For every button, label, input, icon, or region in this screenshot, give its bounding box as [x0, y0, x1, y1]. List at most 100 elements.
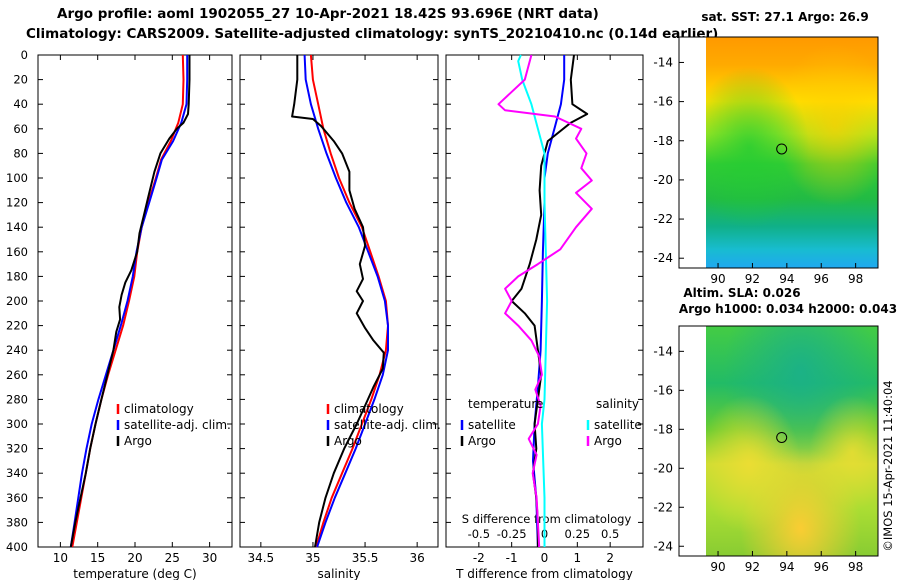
temperature-profile-xlabel: temperature (deg C) — [73, 567, 196, 580]
map-y-tick-label: -24 — [653, 251, 673, 265]
sla-map-subtitle: Argo h1000: 0.034 h2000: 0.043 — [679, 302, 897, 316]
map-y-tick-label: -16 — [653, 95, 673, 109]
depth-tick-label: 40 — [13, 97, 28, 111]
x-tick-label: 35.5 — [352, 551, 379, 565]
salinity-profile-xlabel: salinity — [317, 567, 360, 580]
map-x-tick-label: 98 — [848, 272, 863, 286]
map-y-tick-label: -20 — [653, 461, 673, 475]
map-y-tick-label: -24 — [653, 539, 673, 553]
secondary-x-tick-label: -0.5 — [468, 527, 490, 541]
sst-map-border — [678, 36, 879, 269]
series-line-salinity-satellite — [517, 54, 549, 547]
depth-tick-label: 360 — [6, 491, 28, 505]
legend-label: satellite — [594, 418, 642, 432]
x-tick-label: 0 — [541, 551, 549, 565]
x-tick-label: -2 — [473, 551, 485, 565]
argo-location-marker — [776, 431, 788, 443]
sst-map-field-layer — [706, 37, 878, 268]
x-tick-label: 1 — [574, 551, 582, 565]
depth-tick-label: 60 — [13, 122, 28, 136]
x-tick-label: 34.5 — [247, 551, 274, 565]
depth-tick-label: 340 — [6, 466, 28, 480]
map-x-tick-label: 94 — [779, 272, 794, 286]
map-x-tick-label: 90 — [710, 560, 725, 574]
x-tick-label: 30 — [202, 551, 217, 565]
map-x-tick-label: 92 — [745, 560, 760, 574]
map-y-tick-label: -18 — [653, 134, 673, 148]
depth-tick-label: 120 — [6, 196, 28, 210]
legend-label: Argo — [124, 434, 152, 448]
secondary-x-tick-label: -0.25 — [497, 527, 527, 541]
legend-label: satellite — [468, 418, 516, 432]
depth-tick-label: 280 — [6, 392, 28, 406]
depth-tick-label: 80 — [13, 146, 28, 160]
series-line-temperature-argo — [510, 54, 589, 547]
map-x-tick-label: 94 — [779, 560, 794, 574]
map-y-tick-label: -22 — [653, 500, 673, 514]
depth-tick-label: 320 — [6, 442, 28, 456]
series-line-argo — [291, 55, 385, 548]
map-y-tick-label: -20 — [653, 173, 673, 187]
map-x-tick-label: 92 — [745, 272, 760, 286]
depth-tick-label: 100 — [6, 171, 28, 185]
depth-tick-label: 180 — [6, 269, 28, 283]
map-y-tick-label: -22 — [653, 212, 673, 226]
difference-profile-xlabel: T difference from climatology — [455, 567, 633, 580]
depth-tick-label: 400 — [6, 540, 28, 554]
depth-tick-label: 260 — [6, 368, 28, 382]
imos-credit: ©IMOS 15-Apr-2021 11:40:04 — [881, 380, 895, 551]
figure-title-line2: Climatology: CARS2009. Satellite-adjuste… — [26, 26, 719, 42]
legend-heading: temperature — [468, 397, 543, 411]
x-tick-label: 20 — [127, 551, 142, 565]
map-x-tick-label: 98 — [848, 560, 863, 574]
series-line-salinity-argo — [497, 54, 593, 548]
depth-tick-label: 380 — [6, 515, 28, 529]
depth-tick-label: 140 — [6, 220, 28, 234]
map-y-tick-label: -18 — [653, 422, 673, 436]
sla-map-field-layer — [706, 326, 878, 556]
series-line-argo — [69, 55, 191, 548]
x-tick-label: 10 — [53, 551, 68, 565]
depth-tick-label: 300 — [6, 417, 28, 431]
depth-tick-label: 200 — [6, 294, 28, 308]
map-x-tick-label: 96 — [814, 560, 829, 574]
temperature-profile-frame — [37, 54, 233, 548]
figure-title-line1: Argo profile: aoml 1902055_27 10-Apr-202… — [57, 6, 599, 22]
x-tick-label: -1 — [506, 551, 518, 565]
depth-tick-label: 220 — [6, 319, 28, 333]
x-tick-label: 25 — [165, 551, 180, 565]
legend-label: climatology — [334, 402, 404, 416]
legend-label: satellite-adj. clim. — [334, 418, 441, 432]
legend-label: satellite-adj. clim. — [124, 418, 231, 432]
map-x-tick-label: 96 — [814, 272, 829, 286]
depth-tick-label: 0 — [21, 48, 28, 62]
x-tick-label: 35 — [305, 551, 320, 565]
map-y-tick-label: -14 — [653, 344, 673, 358]
legend-label: climatology — [124, 402, 194, 416]
legend-label: Argo — [594, 434, 622, 448]
series-line-satellite-adj-clim- — [69, 55, 189, 548]
depth-tick-label: 20 — [13, 73, 28, 87]
depth-tick-label: 240 — [6, 343, 28, 357]
map-y-tick-label: -16 — [653, 383, 673, 397]
legend-label: Argo — [334, 434, 362, 448]
secondary-x-tick-label: 0.5 — [601, 527, 619, 541]
x-tick-label: 2 — [606, 551, 614, 565]
sla-map-border — [678, 325, 879, 557]
secondary-xlabel: S difference from climatology — [462, 512, 632, 526]
argo-location-marker — [776, 143, 788, 155]
legend-label: Argo — [468, 434, 496, 448]
map-y-tick-label: -14 — [653, 55, 673, 69]
depth-tick-label: 160 — [6, 245, 28, 259]
x-tick-label: 36 — [410, 551, 425, 565]
sla-map-title: Altim. SLA: 0.026 — [683, 286, 800, 300]
x-tick-label: 15 — [90, 551, 105, 565]
series-line-satellite-adj-clim- — [303, 54, 389, 548]
legend-heading: salinity — [596, 397, 639, 411]
salinity-profile-frame — [239, 54, 439, 548]
sst-map-title: sat. SST: 27.1 Argo: 26.9 — [701, 10, 868, 24]
map-x-tick-label: 90 — [710, 272, 725, 286]
secondary-x-tick-label: 0.25 — [565, 527, 591, 541]
